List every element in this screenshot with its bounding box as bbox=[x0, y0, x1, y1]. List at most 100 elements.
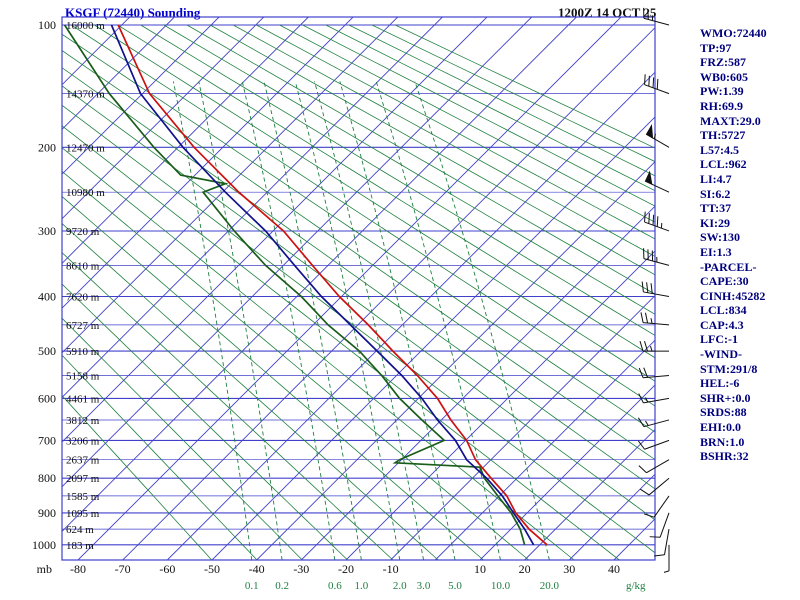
temperature-tick-label: -80 bbox=[70, 562, 86, 576]
mixing-ratio-label: 0.2 bbox=[275, 580, 289, 592]
mixing-ratio-label: 0.6 bbox=[328, 580, 342, 592]
temperature-tick-label: 20 bbox=[519, 562, 531, 576]
height-label: 624 m bbox=[66, 524, 94, 536]
height-label: 5158 m bbox=[66, 371, 100, 383]
mixing-ratio-label: 20.0 bbox=[540, 580, 560, 592]
height-label: 2637 m bbox=[66, 455, 100, 467]
temperature-tick-label: -40 bbox=[249, 562, 265, 576]
temperature-tick-label: 30 bbox=[563, 562, 575, 576]
wind-barb bbox=[643, 7, 670, 26]
index-line: EHI:0.0 bbox=[700, 420, 742, 435]
pressure-tick-label: 900 bbox=[38, 506, 56, 520]
dewpoint-curve bbox=[63, 24, 526, 546]
wind-barb bbox=[638, 367, 670, 379]
index-line: BSHR:32 bbox=[700, 449, 749, 464]
height-label: 6727 m bbox=[66, 320, 100, 332]
index-line: SI:6.2 bbox=[700, 186, 731, 201]
index-line: L57:4.5 bbox=[700, 142, 739, 157]
mixing-ratio-label: 0.1 bbox=[245, 580, 259, 592]
wind-barb-column bbox=[637, 7, 670, 573]
temperature-tick-label: -30 bbox=[293, 562, 309, 576]
grid-mixing-ratio-lines bbox=[172, 81, 550, 560]
index-line: LCL:834 bbox=[700, 303, 747, 318]
height-label: 1585 m bbox=[66, 491, 100, 503]
index-line: SW:130 bbox=[700, 230, 741, 245]
index-line: CAPE:30 bbox=[700, 274, 749, 289]
pressure-tick-label: 200 bbox=[38, 140, 56, 154]
wind-barb bbox=[640, 312, 670, 326]
wind-barb bbox=[645, 124, 670, 148]
pressure-tick-label: 100 bbox=[38, 18, 56, 32]
wind-barb bbox=[639, 340, 669, 352]
height-label: 183 m bbox=[66, 540, 94, 552]
height-label: 10980 m bbox=[66, 187, 105, 199]
wind-barb bbox=[663, 544, 670, 573]
pressure-tick-label: 400 bbox=[38, 289, 56, 303]
index-line: CINH:45282 bbox=[700, 288, 766, 303]
mixing-ratio-label: 5.0 bbox=[448, 580, 462, 592]
mixing-ratio-unit: g/kg bbox=[626, 580, 646, 592]
height-label: 14370 m bbox=[66, 89, 105, 101]
pressure-tick-label: 700 bbox=[38, 433, 56, 447]
pressure-tick-label: 800 bbox=[38, 471, 56, 485]
indices-panel: WMO:72440 TP:97 FRZ:587 WB0:605 PW:1.39 RH:69… bbox=[700, 26, 798, 464]
height-label: 16000 m bbox=[66, 20, 105, 32]
height-label: 5910 m bbox=[66, 346, 100, 358]
mixing-ratio-label: 2.0 bbox=[393, 580, 407, 592]
temperature-tick-label: -10 bbox=[383, 562, 399, 576]
wind-barb bbox=[638, 459, 670, 474]
mixing-ratio-label: 1.0 bbox=[355, 580, 369, 592]
wind-barb bbox=[638, 393, 670, 404]
index-line: SRDS:88 bbox=[700, 405, 747, 420]
pressure-tick-label: 500 bbox=[38, 344, 56, 358]
index-line: -PARCEL- bbox=[700, 259, 757, 274]
index-line: TP:97 bbox=[700, 40, 732, 55]
temperature-curve bbox=[117, 24, 548, 546]
index-line: FRZ:587 bbox=[700, 55, 746, 70]
wind-barb bbox=[641, 281, 670, 297]
grid-isobars bbox=[62, 24, 655, 560]
index-line: LI:4.7 bbox=[700, 171, 732, 186]
index-line: TT:37 bbox=[700, 201, 732, 216]
temperature-tick-label: -20 bbox=[338, 562, 354, 576]
temperature-tick-label: -70 bbox=[115, 562, 131, 576]
wetbulb-curve bbox=[110, 24, 535, 546]
height-label: 7620 m bbox=[66, 291, 100, 303]
wind-barb bbox=[644, 211, 670, 232]
temperature-tick-label: 10 bbox=[474, 562, 486, 576]
index-line: SHR+:0.0 bbox=[700, 390, 751, 405]
station-title: KSGF (72440) Sounding bbox=[65, 5, 201, 20]
mixing-ratio-label: 10.0 bbox=[491, 580, 511, 592]
height-label: 4461 m bbox=[66, 393, 100, 405]
index-line: MAXT:29.0 bbox=[700, 113, 761, 128]
height-label: 12470 m bbox=[66, 142, 105, 154]
index-line: PW:1.39 bbox=[700, 84, 744, 99]
height-label: 9720 m bbox=[66, 226, 100, 238]
index-line: KI:29 bbox=[700, 215, 730, 230]
height-label: 2097 m bbox=[66, 473, 100, 485]
index-line: BRN:1.0 bbox=[700, 434, 745, 449]
index-line: CAP:4.3 bbox=[700, 317, 744, 332]
temperature-tick-label: -60 bbox=[159, 562, 175, 576]
wind-barb bbox=[649, 512, 670, 538]
datetime-label: 1200Z 14 OCT 25 bbox=[558, 5, 657, 20]
plot-frame bbox=[61, 16, 656, 561]
pressure-axis-unit: mb bbox=[37, 562, 52, 576]
index-line: WB0:605 bbox=[700, 69, 748, 84]
height-label: 3812 m bbox=[66, 415, 100, 427]
index-line: TH:5727 bbox=[700, 128, 746, 143]
grid bbox=[62, 17, 655, 560]
wind-barb bbox=[637, 417, 670, 428]
height-label: 3206 m bbox=[66, 435, 100, 447]
index-line: STM:291/8 bbox=[700, 361, 758, 376]
index-line: LCL:962 bbox=[700, 157, 747, 172]
index-line: LFC:-1 bbox=[700, 332, 738, 347]
pressure-tick-label: 1000 bbox=[32, 538, 56, 552]
height-label: 1095 m bbox=[66, 508, 100, 520]
index-line: WMO:72440 bbox=[700, 26, 767, 40]
index-line: -WIND- bbox=[700, 347, 742, 362]
temperature-tick-label: -50 bbox=[204, 562, 220, 576]
grid-dry-adiabats bbox=[62, 24, 655, 560]
